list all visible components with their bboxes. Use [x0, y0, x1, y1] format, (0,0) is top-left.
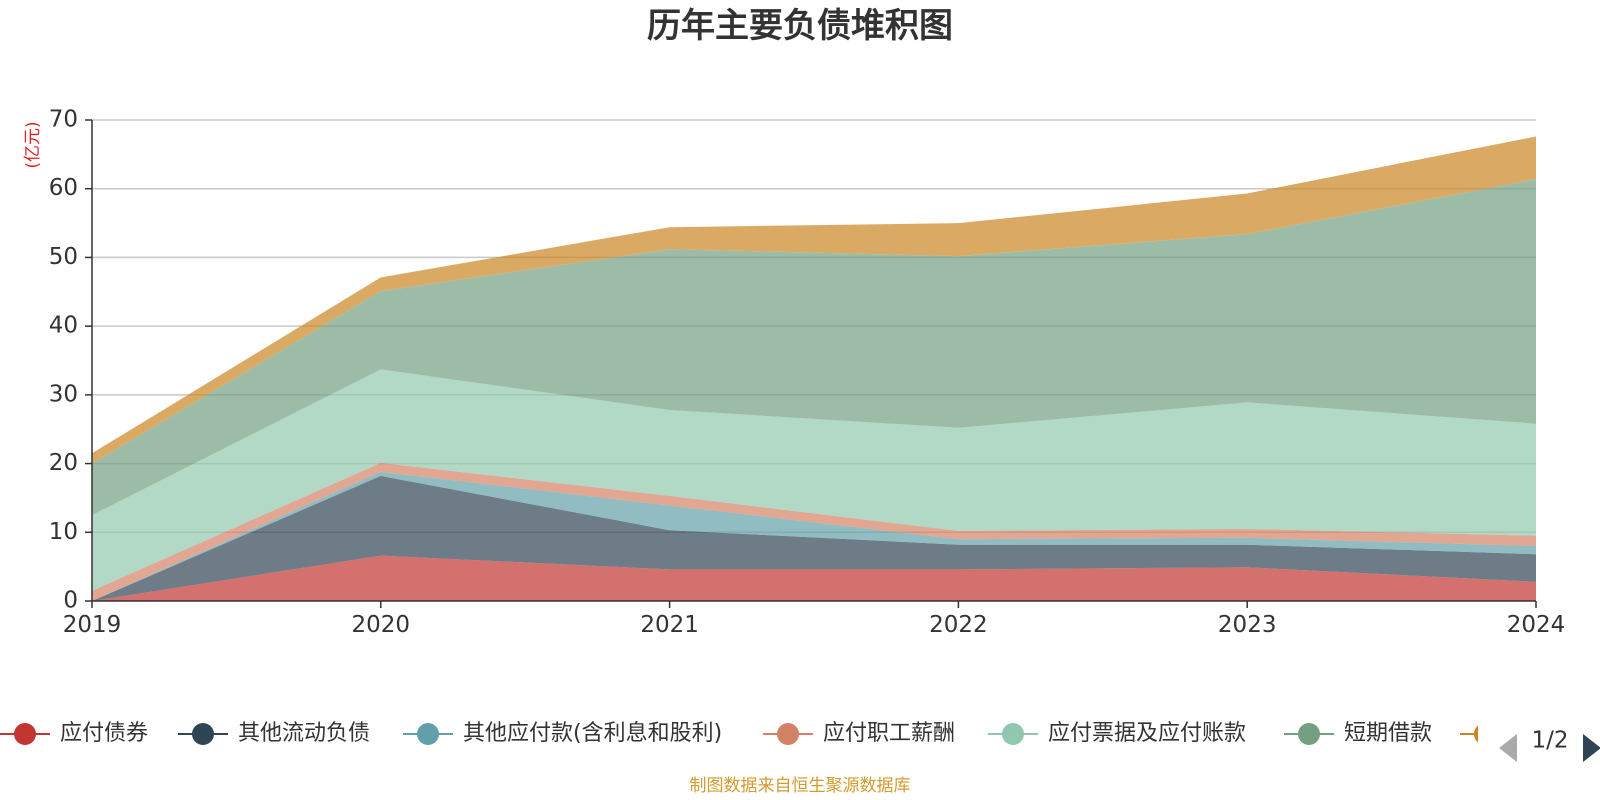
legend-marker-icon: [1002, 723, 1024, 745]
area-series: [92, 136, 1536, 601]
x-tick-label: 2019: [63, 612, 122, 638]
y-tick-label: 70: [49, 107, 78, 133]
y-tick-label: 60: [49, 175, 78, 201]
data-source-note: 制图数据来自恒生聚源数据库: [690, 776, 911, 796]
legend-item[interactable]: 短期借款: [1284, 721, 1432, 746]
area-series-2[interactable]: [92, 475, 1536, 601]
x-tick-label: 2024: [1507, 612, 1566, 638]
chart-title: 历年主要负债堆积图: [647, 6, 953, 46]
x-tick-label: 2021: [640, 612, 699, 638]
legend-label: 应付票据及应付账款: [1048, 721, 1246, 746]
legend-item[interactable]: [1460, 723, 1510, 745]
x-tick-label: 2020: [352, 612, 411, 638]
area-series-1[interactable]: [92, 555, 1536, 601]
y-tick-label: 20: [49, 450, 78, 476]
legend-label: 短期借款: [1344, 721, 1432, 746]
legend-item[interactable]: 应付债券: [0, 721, 148, 746]
y-axis-unit: (亿元): [23, 121, 43, 168]
legend-marker-icon: [14, 723, 36, 745]
legend-item[interactable]: 其他流动负债: [178, 721, 370, 746]
y-tick-label: 50: [49, 244, 78, 270]
legend-item[interactable]: 应付票据及应付账款: [988, 721, 1246, 746]
axes: 0 10 20 30 40 50 60 70 2019 2020 2021 2022 2023 2024: [49, 107, 1566, 639]
x-tick-label: 2022: [929, 612, 988, 638]
legend-marker-icon: [192, 723, 214, 745]
y-tick-label: 30: [49, 381, 78, 407]
y-tick-label: 10: [49, 519, 78, 545]
legend-label: 应付职工薪酬: [823, 721, 955, 746]
legend-prev-page-icon[interactable]: [1499, 734, 1517, 762]
area-series-3[interactable]: [92, 471, 1536, 601]
legend-label: 应付债券: [60, 721, 148, 746]
legend: 应付债券 其他流动负债 其他应付款(含利息和股利) 应付职工薪酬 应付票据及应付账款 短期…: [0, 721, 1510, 746]
legend-next-page-icon[interactable]: [1583, 734, 1600, 762]
area-series-6[interactable]: [92, 179, 1536, 516]
legend-item[interactable]: 应付职工薪酬: [763, 721, 955, 746]
legend-label: 其他应付款(含利息和股利): [463, 721, 722, 746]
y-tick-label: 40: [49, 313, 78, 339]
legend-marker-icon: [417, 723, 439, 745]
legend-marker-icon: [1474, 725, 1478, 743]
legend-page-indicator: 1/2: [1531, 728, 1568, 754]
legend-pager: 1/2: [1499, 728, 1600, 762]
y-tick-label: 0: [63, 588, 78, 614]
legend-marker-icon: [777, 723, 799, 745]
legend-marker-icon: [1298, 723, 1320, 745]
area-series-4[interactable]: [92, 462, 1536, 601]
legend-label: 其他流动负债: [238, 721, 370, 746]
area-series-5[interactable]: [92, 369, 1536, 591]
legend-item[interactable]: 其他应付款(含利息和股利): [403, 721, 722, 746]
area-series-7[interactable]: [92, 136, 1536, 464]
x-tick-label: 2023: [1218, 612, 1277, 638]
